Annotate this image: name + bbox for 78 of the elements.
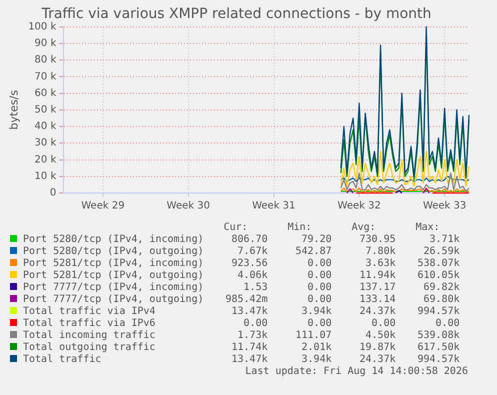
legend-label: Port 7777/tcp (IPv4, incoming) bbox=[22, 282, 204, 294]
y-tick-label: 70 k bbox=[34, 71, 56, 82]
legend-label: Total traffic bbox=[22, 354, 102, 366]
text: 542.87 bbox=[294, 246, 332, 258]
legend-label: Port 5280/tcp (IPv4, incoming) bbox=[22, 234, 204, 246]
text: 923.56 bbox=[230, 258, 268, 270]
text: 0.00 bbox=[306, 282, 332, 294]
text: 0.00 bbox=[306, 294, 332, 306]
text: 3.63k bbox=[364, 258, 396, 270]
legend-label: Total incoming traffic bbox=[22, 330, 156, 342]
text: 24.37k bbox=[358, 306, 396, 318]
text: 3.71k bbox=[428, 234, 460, 246]
text: 13.47k bbox=[230, 306, 268, 318]
y-tick-label: 50 k bbox=[34, 104, 56, 116]
y-tick-label: 90 k bbox=[34, 38, 56, 50]
text: 137.17 bbox=[358, 282, 396, 294]
legend-label: Port 7777/tcp (IPv4, outgoing) bbox=[22, 294, 204, 306]
legend-label: Total outgoing traffic bbox=[22, 342, 156, 354]
text: 617.50k bbox=[416, 342, 460, 354]
x-tick-label: Week 31 bbox=[252, 200, 296, 212]
text: Cur: bbox=[222, 222, 249, 234]
text: 0.00 bbox=[306, 318, 332, 330]
text: 994.57k bbox=[416, 354, 460, 366]
text: 3.94k bbox=[300, 306, 332, 318]
text: 1.73k bbox=[236, 330, 268, 342]
y-tick-label: 10 k bbox=[34, 170, 56, 182]
text: 13.47k bbox=[230, 354, 268, 366]
y-tick-label: 30 k bbox=[34, 138, 56, 149]
text: 69.82k bbox=[422, 282, 460, 294]
text: 994.57k bbox=[416, 306, 460, 318]
text: 11.74k bbox=[230, 342, 268, 354]
text: 111.07 bbox=[294, 330, 332, 342]
y-axis-title: bytes/s bbox=[7, 90, 20, 130]
text: 730.95 bbox=[358, 234, 396, 246]
legend-label: Port 5280/tcp (IPv4, outgoing) bbox=[22, 246, 204, 258]
legend-label: Total traffic via IPv6 bbox=[22, 318, 156, 330]
text: 24.37k bbox=[358, 354, 396, 366]
text: 2.01k bbox=[300, 342, 332, 354]
text: 79.20 bbox=[300, 234, 332, 246]
text: 985.42m bbox=[224, 294, 268, 306]
text: 1.53 bbox=[242, 282, 268, 294]
legend-label: Port 5281/tcp (IPv4, incoming) bbox=[22, 258, 204, 270]
text: 538.07k bbox=[416, 258, 460, 270]
y-tick-label: 80 k bbox=[34, 54, 56, 66]
text: 69.80k bbox=[422, 294, 460, 306]
x-tick-label: Week 30 bbox=[166, 200, 210, 212]
text: 0.00 bbox=[242, 318, 268, 330]
text: 4.06k bbox=[236, 270, 268, 282]
y-tick-label: 40 k bbox=[34, 121, 56, 132]
y-tick-label: 100 k bbox=[28, 21, 56, 32]
x-tick-label: Week 32 bbox=[338, 200, 381, 212]
x-tick-label: Week 33 bbox=[422, 200, 466, 212]
text: 133.14 bbox=[358, 294, 396, 306]
text: 806.70 bbox=[230, 234, 268, 246]
text: 0.00 bbox=[370, 318, 396, 330]
text: 26.59k bbox=[422, 246, 460, 258]
y-tick-label: 20 k bbox=[34, 154, 56, 166]
text: 7.67k bbox=[236, 246, 268, 258]
x-tick-label: Week 29 bbox=[81, 200, 125, 212]
text: 0.00 bbox=[306, 270, 332, 282]
text: Last update: Fri Aug 14 14:00:58 2026 bbox=[245, 366, 468, 377]
text: 610.05k bbox=[416, 270, 460, 282]
chart-title: Traffic via various XMPP related connections - by month bbox=[40, 6, 432, 22]
text: 0.00 bbox=[434, 318, 460, 330]
text: 539.08k bbox=[416, 330, 460, 342]
text: 0.00 bbox=[306, 258, 332, 270]
text: 11.94k bbox=[358, 270, 396, 282]
y-tick-label: 60 k bbox=[34, 88, 56, 99]
text: Avg: bbox=[350, 222, 377, 234]
y-tick-label: 0 bbox=[50, 188, 56, 199]
legend-label: Port 5281/tcp (IPv4, outgoing) bbox=[22, 270, 204, 282]
text: 7.80k bbox=[364, 246, 396, 258]
text: 3.94k bbox=[300, 354, 332, 366]
legend-label: Total traffic via IPv4 bbox=[22, 306, 156, 318]
text: Max: bbox=[414, 222, 441, 234]
text: 4.50k bbox=[364, 330, 396, 342]
text: Min: bbox=[286, 222, 313, 234]
text: 19.87k bbox=[358, 342, 396, 354]
